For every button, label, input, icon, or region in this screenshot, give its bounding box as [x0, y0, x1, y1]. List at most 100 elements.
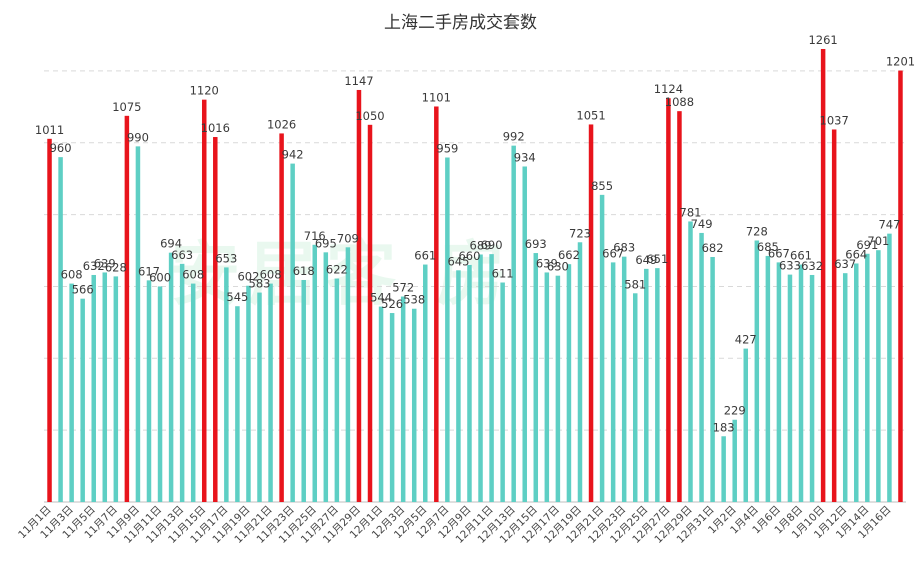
bar-11月7日[interactable]: [113, 276, 119, 502]
bar-12月29日[interactable]: [688, 221, 693, 502]
bar-12月31日[interactable]: [710, 257, 715, 502]
bar-11月1日[interactable]: [47, 138, 52, 502]
bar-12月8日[interactable]: [456, 270, 461, 502]
bar-1月5日[interactable]: [765, 255, 771, 502]
bar-12月7日[interactable]: [445, 157, 450, 503]
data-label: 781: [680, 205, 702, 219]
bar-12月23日[interactable]: [621, 256, 627, 502]
bar-11月4日[interactable]: [80, 298, 85, 502]
bar-1月11日[interactable]: [831, 129, 837, 503]
bar-11月17日[interactable]: [224, 267, 229, 502]
bar-11月2日[interactable]: [58, 157, 63, 502]
bar-11月11日[interactable]: [157, 286, 163, 502]
bar-12月1日[interactable]: [378, 306, 384, 502]
bar-12月25日[interactable]: [644, 268, 649, 502]
bar-11月20日[interactable]: [257, 292, 262, 502]
bar-12月26日[interactable]: [655, 268, 660, 502]
data-label: 633: [779, 259, 801, 273]
data-label: 600: [149, 270, 171, 284]
bar-1月1日[interactable]: [721, 436, 726, 502]
bar-1月6日[interactable]: [776, 262, 782, 502]
data-label: 649: [635, 253, 657, 267]
bar-12月16日[interactable]: [544, 272, 550, 502]
bar-12月22日[interactable]: [610, 262, 616, 502]
bar-11月8日[interactable]: [124, 115, 130, 502]
bar-11月19日[interactable]: [246, 285, 251, 502]
bar-11月18日[interactable]: [235, 306, 240, 502]
data-label: 689: [470, 238, 492, 252]
bar-11月27日[interactable]: [334, 278, 340, 502]
bar-11月16日[interactable]: [213, 137, 218, 502]
bar-1月3日[interactable]: [743, 348, 749, 502]
data-label: 632: [801, 259, 823, 273]
bar-12月11日[interactable]: [489, 254, 494, 502]
bar-12月24日[interactable]: [632, 293, 638, 502]
bar-11月3日[interactable]: [69, 283, 74, 502]
bar-1月14日[interactable]: [865, 253, 870, 502]
bar-12月20日[interactable]: [588, 124, 594, 502]
bar-12月4日[interactable]: [411, 308, 417, 502]
bar-12月19日[interactable]: [577, 242, 583, 502]
bar-1月9日[interactable]: [809, 274, 815, 502]
bar-1月2日[interactable]: [732, 419, 737, 502]
data-label: 545: [226, 290, 248, 304]
bars: [47, 49, 903, 503]
bar-1月7日[interactable]: [787, 274, 793, 502]
bar-12月9日[interactable]: [467, 264, 472, 502]
bar-11月6日[interactable]: [102, 272, 108, 502]
bar-1月17日[interactable]: [898, 70, 903, 502]
bar-1月4日[interactable]: [754, 240, 760, 503]
data-label: 747: [878, 218, 900, 232]
data-label: 1050: [355, 109, 384, 123]
bar-1月12日[interactable]: [842, 273, 848, 502]
data-label: 581: [624, 277, 646, 291]
bar-12月2日[interactable]: [389, 313, 395, 502]
bar-11月22日[interactable]: [279, 133, 284, 502]
bar-11月23日[interactable]: [290, 163, 295, 502]
bar-11月15日[interactable]: [201, 99, 207, 502]
x-axis-ticks: 11月1日11月3日11月5日11月7日11月9日11月11日11月13日11月…: [16, 504, 893, 546]
bar-1月13日[interactable]: [854, 263, 859, 502]
bar-12月28日[interactable]: [677, 111, 682, 502]
chart-title: 上海二手房成交套数: [384, 13, 537, 33]
bar-11月9日[interactable]: [135, 146, 141, 503]
bar-1月15日[interactable]: [876, 250, 881, 502]
bar-11月25日[interactable]: [312, 244, 318, 503]
bar-11月14日[interactable]: [190, 283, 196, 502]
bar-12月10日[interactable]: [478, 254, 483, 502]
bar-11月13日[interactable]: [179, 263, 185, 502]
bar-1月16日[interactable]: [887, 233, 892, 502]
data-label: 662: [558, 248, 580, 262]
bar-11月28日[interactable]: [345, 247, 351, 502]
bar-12月27日[interactable]: [666, 98, 671, 502]
bar-12月12日[interactable]: [500, 282, 505, 502]
bar-11月26日[interactable]: [323, 252, 329, 502]
data-label: 663: [171, 248, 193, 262]
bar-11月21日[interactable]: [268, 283, 273, 502]
bar-12月14日[interactable]: [522, 166, 527, 503]
bar-12月17日[interactable]: [555, 275, 561, 502]
bar-11月5日[interactable]: [91, 274, 96, 502]
data-label: 1124: [654, 82, 683, 96]
bar-12月30日[interactable]: [699, 232, 704, 502]
bar-12月6日[interactable]: [434, 106, 439, 503]
bar-1月8日[interactable]: [798, 264, 804, 502]
data-label: 942: [282, 148, 304, 162]
data-label: 632: [83, 259, 105, 273]
bar-1月10日[interactable]: [820, 49, 826, 502]
data-label: 1147: [344, 74, 373, 88]
bar-12月15日[interactable]: [533, 253, 539, 502]
data-label: 538: [403, 293, 425, 307]
bar-12月13日[interactable]: [511, 145, 516, 502]
data-label: 960: [50, 141, 72, 155]
bar-12月21日[interactable]: [599, 194, 605, 503]
bar-12月3日[interactable]: [400, 296, 406, 502]
bar-11月24日[interactable]: [301, 280, 306, 502]
bar-11月29日[interactable]: [356, 89, 362, 503]
data-label: 1101: [422, 90, 451, 104]
bar-12月18日[interactable]: [566, 264, 572, 502]
bar-11月30日[interactable]: [367, 124, 373, 502]
bar-11月12日[interactable]: [168, 252, 174, 502]
bar-12月5日[interactable]: [423, 264, 428, 502]
bar-11月10日[interactable]: [146, 280, 152, 502]
